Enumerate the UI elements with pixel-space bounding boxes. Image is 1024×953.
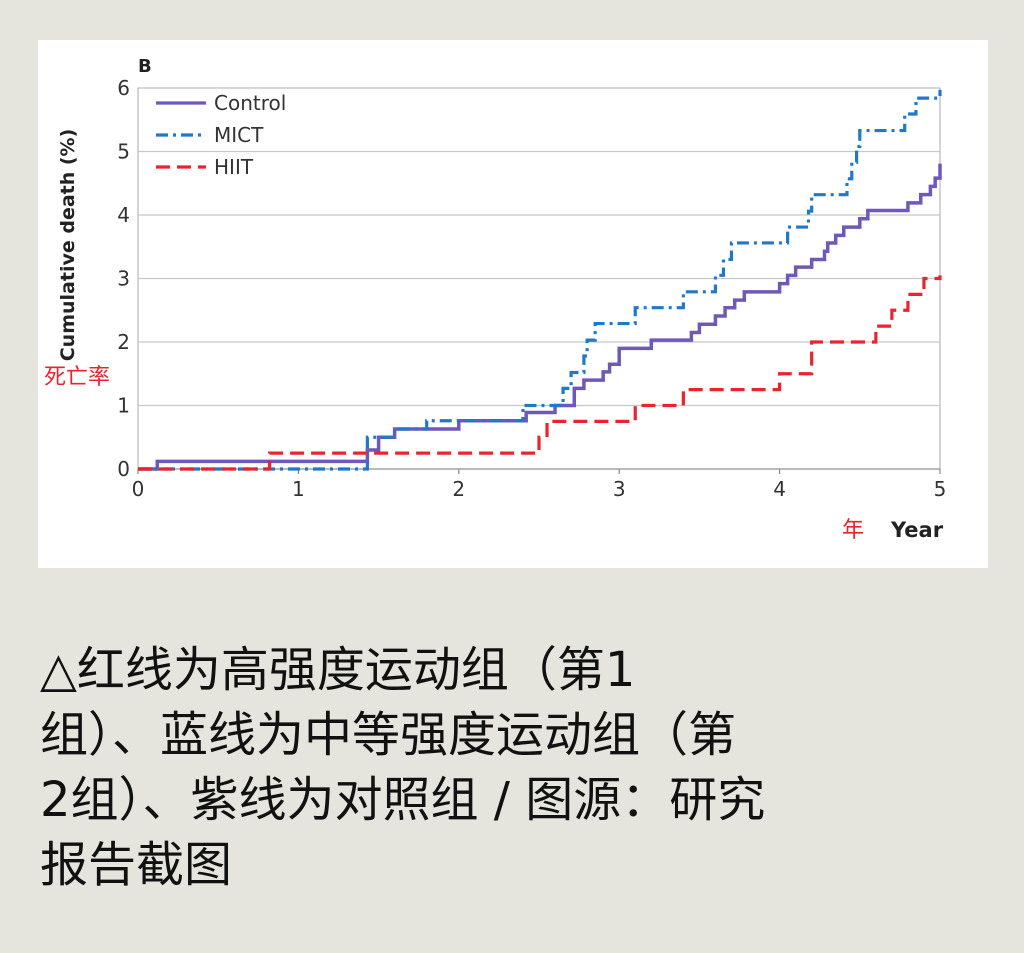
y-tick-label: 4 <box>117 203 130 227</box>
y-tick-label: 3 <box>117 267 130 291</box>
y-axis-label-chinese: 死亡率 <box>44 365 110 390</box>
series-lines <box>138 89 942 471</box>
y-axis-label: Cumulative death (%) <box>57 129 79 362</box>
y-tick-label: 6 <box>117 76 130 100</box>
y-tick-label: 2 <box>117 330 130 354</box>
axes: 0 1 2 3 4 5 6 0 1 2 3 4 5 <box>117 76 946 501</box>
figure-caption: △红线为高强度运动组（第1 组）、蓝线为中等强度运动组（第 2组）、紫线为对照组… <box>40 642 766 893</box>
legend-label-mict: MICT <box>214 123 264 147</box>
x-tick-label: 2 <box>452 477 465 501</box>
x-tick-label: 3 <box>613 477 626 501</box>
y-tick-label: 0 <box>117 457 130 481</box>
x-tick-label: 1 <box>292 477 305 501</box>
x-tick-label: 5 <box>934 477 947 501</box>
chart-figure: 0 1 2 3 4 5 6 0 1 2 3 4 5 Control MICT HIIT B Cumulati… <box>38 40 988 568</box>
x-axis-label: Year <box>890 518 944 542</box>
series-line-mict <box>138 89 942 471</box>
legend: Control MICT HIIT <box>156 91 286 179</box>
x-tick-label: 4 <box>773 477 786 501</box>
x-axis-label-chinese: 年 <box>842 518 864 543</box>
y-tick-label: 1 <box>117 394 130 418</box>
y-tick-label: 5 <box>117 140 130 164</box>
legend-label-control: Control <box>214 91 286 115</box>
legend-label-hiit: HIIT <box>214 155 254 179</box>
panel-label: B <box>138 56 152 77</box>
series-line-control <box>138 163 942 471</box>
x-tick-label: 0 <box>132 477 145 501</box>
series-line-hiit <box>138 275 942 471</box>
chart-svg: 0 1 2 3 4 5 6 0 1 2 3 4 5 Control MICT HIIT B Cumulati… <box>44 56 946 543</box>
